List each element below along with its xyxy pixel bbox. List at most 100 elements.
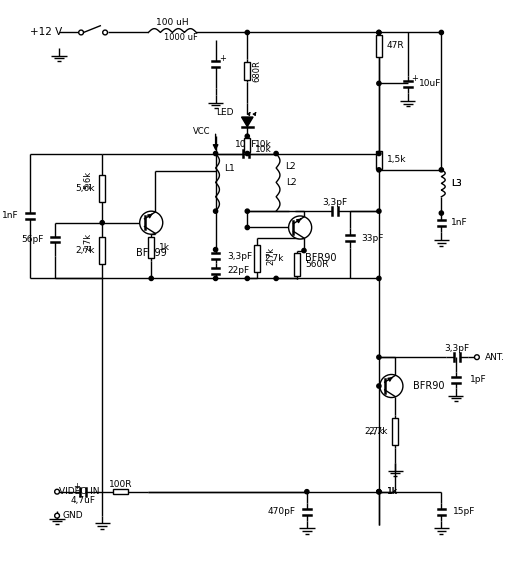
Text: L2: L2 [286, 178, 297, 187]
Circle shape [377, 489, 381, 494]
Text: 2,7k: 2,7k [84, 233, 93, 251]
Text: VIDEO IN: VIDEO IN [59, 487, 99, 496]
Bar [376, 151, 382, 168]
Circle shape [213, 151, 218, 156]
Text: BFR90: BFR90 [305, 253, 337, 263]
Text: 47R: 47R [387, 42, 404, 50]
Text: +: + [411, 74, 418, 83]
Text: VCC: VCC [193, 127, 211, 136]
Circle shape [377, 384, 381, 388]
Circle shape [377, 168, 381, 172]
Text: 1000 uF: 1000 uF [164, 33, 198, 42]
Text: 2,7k: 2,7k [368, 427, 387, 436]
Text: L2: L2 [285, 163, 296, 171]
Text: 56pF: 56pF [21, 235, 44, 244]
Circle shape [274, 276, 278, 280]
Text: 1k: 1k [159, 243, 170, 252]
Circle shape [245, 31, 249, 35]
Text: 5,6k: 5,6k [75, 183, 94, 193]
Bar [99, 237, 105, 264]
Text: 5,6k: 5,6k [84, 171, 93, 189]
Text: 15pF: 15pF [453, 507, 475, 516]
Text: 1pF: 1pF [470, 375, 487, 384]
Text: +: + [73, 482, 80, 492]
Text: 1nF: 1nF [451, 218, 467, 227]
Text: 3,3pF: 3,3pF [445, 344, 470, 353]
Text: 1,5k: 1,5k [387, 155, 406, 164]
Bar [149, 237, 154, 258]
Bar [376, 35, 382, 57]
Circle shape [288, 216, 312, 239]
Text: L1: L1 [224, 164, 235, 174]
Bar [244, 62, 250, 80]
Text: GND: GND [63, 511, 84, 520]
Text: L3: L3 [451, 179, 462, 188]
Circle shape [377, 355, 381, 359]
Text: BF199: BF199 [136, 249, 167, 258]
Circle shape [274, 151, 278, 156]
Circle shape [103, 30, 107, 35]
Text: 22pF: 22pF [227, 266, 249, 275]
Circle shape [439, 168, 444, 172]
Text: ANT.: ANT. [485, 353, 504, 362]
Text: 2,7k: 2,7k [265, 254, 284, 263]
Text: +: + [219, 54, 226, 63]
Text: 10k: 10k [255, 145, 272, 154]
Circle shape [377, 31, 381, 35]
Text: L3: L3 [451, 179, 462, 188]
Circle shape [140, 211, 163, 234]
Circle shape [302, 249, 306, 253]
Circle shape [245, 226, 249, 230]
Text: 2,7k: 2,7k [75, 246, 94, 255]
Circle shape [439, 211, 444, 215]
Circle shape [55, 514, 59, 518]
Text: 3,3pF: 3,3pF [322, 198, 347, 207]
Circle shape [213, 276, 218, 280]
Circle shape [245, 151, 249, 156]
Text: 10k: 10k [255, 140, 272, 149]
Circle shape [55, 489, 59, 494]
Circle shape [245, 276, 249, 280]
Text: 10pF: 10pF [235, 140, 257, 149]
Bar [99, 175, 105, 201]
Text: 3,3pF: 3,3pF [227, 252, 252, 261]
Circle shape [377, 489, 381, 494]
Text: 100 uH: 100 uH [156, 18, 189, 27]
Circle shape [245, 134, 249, 138]
Text: 100R: 100R [108, 481, 132, 489]
Text: 1nF: 1nF [2, 211, 19, 220]
Circle shape [377, 276, 381, 280]
Bar [113, 489, 128, 494]
Circle shape [377, 489, 381, 494]
Text: 1k: 1k [387, 487, 397, 496]
Circle shape [377, 209, 381, 213]
Text: 1k: 1k [387, 487, 397, 496]
Circle shape [377, 81, 381, 85]
Bar [392, 418, 398, 445]
Text: 2,7k: 2,7k [267, 248, 275, 265]
Text: 10uF: 10uF [419, 79, 442, 88]
Circle shape [439, 31, 444, 35]
Text: 470pF: 470pF [267, 507, 296, 516]
Text: 2,7k: 2,7k [365, 426, 384, 436]
Bar [254, 245, 260, 272]
Text: +12 V: +12 V [30, 28, 62, 38]
Text: 33pF: 33pF [361, 234, 384, 242]
Circle shape [305, 489, 309, 494]
Circle shape [245, 209, 249, 213]
Circle shape [213, 209, 218, 213]
Circle shape [475, 355, 479, 359]
Circle shape [100, 220, 104, 225]
Text: 4,7uF: 4,7uF [70, 496, 95, 505]
Bar [244, 138, 250, 152]
Bar [295, 253, 300, 276]
Circle shape [377, 151, 381, 156]
Text: 560R: 560R [305, 260, 329, 269]
Polygon shape [241, 117, 253, 126]
Circle shape [213, 248, 218, 252]
Text: BFR90: BFR90 [413, 381, 444, 391]
Circle shape [149, 276, 153, 280]
Text: 680R: 680R [252, 60, 262, 82]
Circle shape [380, 374, 403, 398]
Circle shape [377, 31, 381, 35]
